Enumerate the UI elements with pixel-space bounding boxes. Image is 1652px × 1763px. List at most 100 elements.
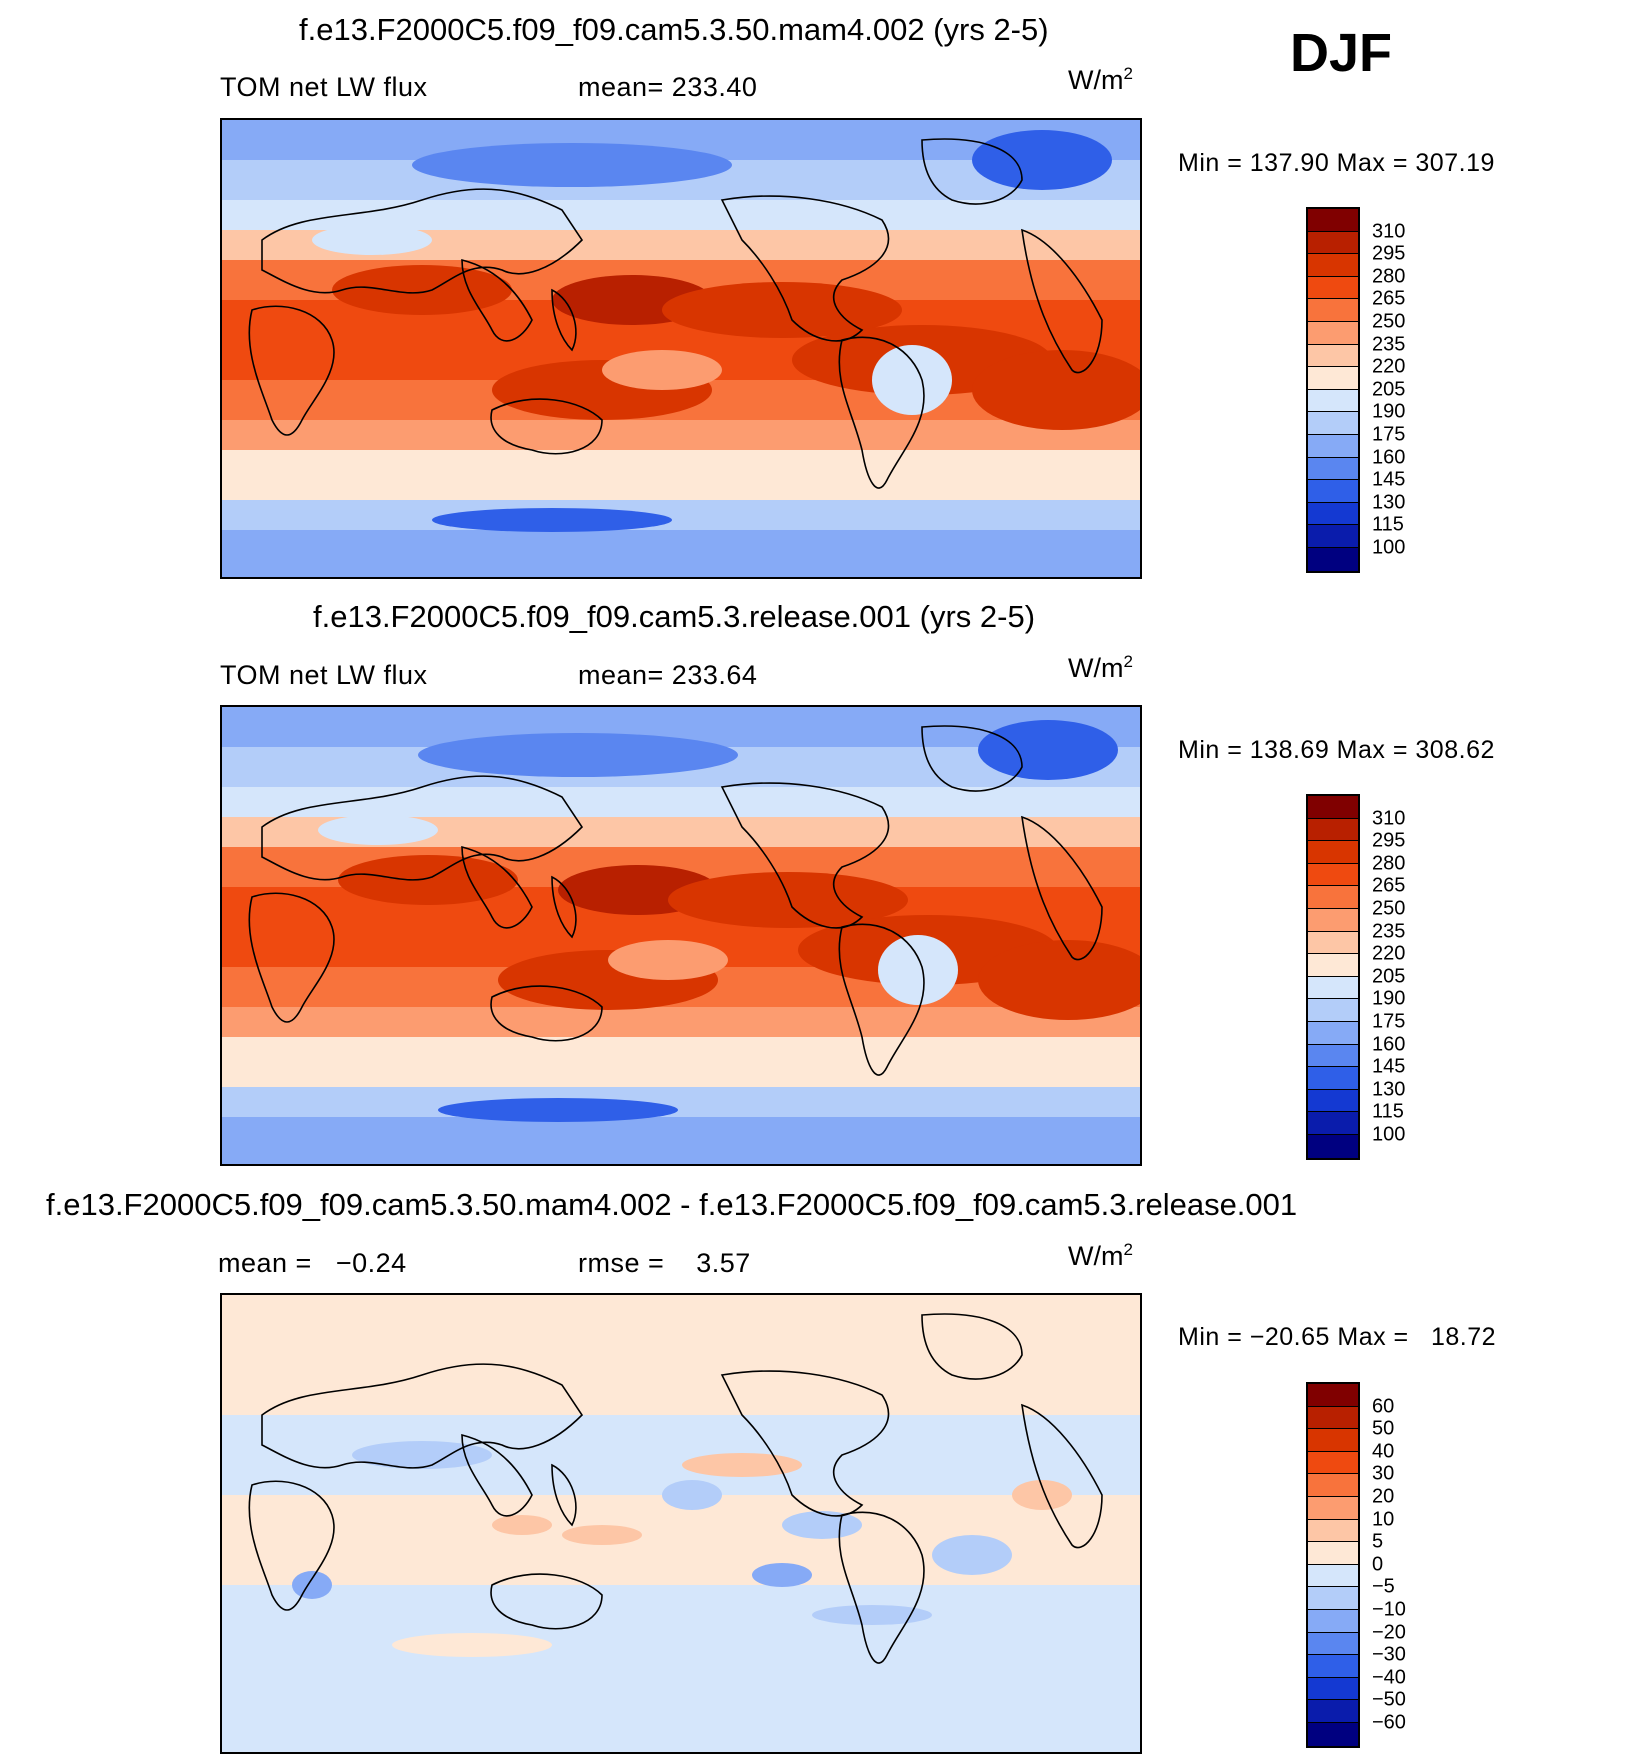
colorbar-segment: [1308, 999, 1358, 1022]
panel-2-variable-label: TOM net LW flux: [220, 660, 428, 690]
colorbar-tick-label: 130: [1372, 491, 1406, 514]
colorbar-tick-label: 5: [1372, 1530, 1384, 1553]
colorbar-tick-label: −50: [1372, 1688, 1406, 1711]
colorbar-tick-label: 175: [1372, 1010, 1406, 1033]
colorbar-tick-label: 100: [1372, 1123, 1406, 1146]
colorbar-segment: [1308, 321, 1358, 345]
colorbar-tick-label: 280: [1372, 265, 1406, 288]
colorbar-segment: [1308, 954, 1358, 977]
colorbar-segment: [1308, 1677, 1358, 1701]
colorbar-segment: [1308, 1609, 1358, 1633]
panel-1-units: W/m2: [1068, 64, 1133, 95]
colorbar-segment: [1308, 1067, 1358, 1090]
colorbar-segment: [1308, 1429, 1358, 1452]
colorbar-segment: [1308, 547, 1358, 571]
colorbar-tick-label: 310: [1372, 807, 1406, 830]
colorbar-tick-label: 145: [1372, 1055, 1406, 1078]
panel-1-colorbar: [1306, 207, 1360, 573]
colorbar-tick-label: 160: [1372, 446, 1406, 469]
colorbar-segment: [1308, 976, 1358, 1000]
colorbar-segment: [1308, 863, 1358, 887]
panel-3-colorbar: [1306, 1382, 1360, 1748]
colorbar-segment: [1308, 502, 1358, 526]
colorbar-tick-label: −20: [1372, 1621, 1406, 1644]
colorbar-segment: [1308, 1021, 1358, 1045]
colorbar-segment: [1308, 525, 1358, 548]
colorbar-segment: [1308, 1564, 1358, 1588]
colorbar-segment: [1308, 1587, 1358, 1610]
colorbar-tick-label: 60: [1372, 1395, 1395, 1418]
colorbar-segment: [1308, 209, 1358, 232]
colorbar-segment: [1308, 276, 1358, 300]
colorbar-tick-label: −10: [1372, 1598, 1406, 1621]
colorbar-segment: [1308, 1519, 1358, 1543]
colorbar-segment: [1308, 1474, 1358, 1497]
colorbar-segment: [1308, 480, 1358, 503]
panel-3-map: [220, 1293, 1142, 1754]
colorbar-segment: [1308, 886, 1358, 909]
colorbar-segment: [1308, 931, 1358, 955]
colorbar-segment: [1308, 908, 1358, 932]
colorbar-tick-label: 30: [1372, 1462, 1395, 1485]
colorbar-tick-label: 235: [1372, 333, 1406, 356]
colorbar-tick-label: 295: [1372, 829, 1406, 852]
colorbar-segment: [1308, 1722, 1358, 1746]
panel-1-map: [220, 118, 1142, 579]
colorbar-tick-label: 115: [1372, 513, 1404, 536]
season-label: DJF: [1290, 23, 1393, 83]
colorbar-segment: [1308, 841, 1358, 864]
colorbar-segment: [1308, 457, 1358, 481]
colorbar-segment: [1308, 344, 1358, 368]
colorbar-tick-label: 250: [1372, 310, 1406, 333]
colorbar-segment: [1308, 1089, 1358, 1113]
colorbar-tick-label: −30: [1372, 1643, 1406, 1666]
colorbar-tick-label: 280: [1372, 852, 1406, 875]
colorbar-tick-label: 50: [1372, 1417, 1395, 1440]
colorbar-segment: [1308, 1496, 1358, 1520]
colorbar-tick-label: 130: [1372, 1078, 1406, 1101]
colorbar-segment: [1308, 1632, 1358, 1656]
panel-2-mean-label: mean= 233.64: [578, 660, 758, 690]
colorbar-tick-label: −60: [1372, 1711, 1406, 1734]
colorbar-tick-label: 310: [1372, 220, 1406, 243]
colorbar-tick-label: 250: [1372, 897, 1406, 920]
colorbar-tick-label: 0: [1372, 1553, 1384, 1576]
colorbar-tick-label: 190: [1372, 987, 1406, 1010]
colorbar-tick-label: 220: [1372, 942, 1406, 965]
colorbar-tick-label: 220: [1372, 355, 1406, 378]
colorbar-tick-label: 20: [1372, 1485, 1395, 1508]
panel-3-units: W/m2: [1068, 1240, 1133, 1271]
colorbar-segment: [1308, 412, 1358, 435]
panel-2-title: f.e13.F2000C5.f09_f09.cam5.3.release.001…: [313, 599, 1036, 634]
colorbar-segment: [1308, 1700, 1358, 1723]
colorbar-tick-label: −40: [1372, 1666, 1406, 1689]
colorbar-segment: [1308, 1406, 1358, 1430]
panel-3-title: f.e13.F2000C5.f09_f09.cam5.3.50.mam4.002…: [46, 1187, 1298, 1222]
colorbar-tick-label: 160: [1372, 1033, 1406, 1056]
panel-2-minmax: Min = 138.69 Max = 308.62: [1178, 736, 1495, 764]
colorbar-tick-label: 145: [1372, 468, 1406, 491]
colorbar-tick-label: 175: [1372, 423, 1406, 446]
panel-3-minmax: Min = −20.65 Max = 18.72: [1178, 1323, 1497, 1351]
panel-2-map: [220, 705, 1142, 1166]
colorbar-segment: [1308, 1384, 1358, 1407]
panel-1-minmax: Min = 137.90 Max = 307.19: [1178, 149, 1495, 177]
colorbar-tick-label: 295: [1372, 242, 1406, 265]
panel-2-units: W/m2: [1068, 652, 1133, 683]
colorbar-segment: [1308, 1655, 1358, 1678]
colorbar-segment: [1308, 389, 1358, 413]
colorbar-segment: [1308, 1134, 1358, 1158]
colorbar-segment: [1308, 231, 1358, 255]
panel-3-rmse-label: rmse = 3.57: [578, 1248, 751, 1278]
colorbar-tick-label: 190: [1372, 400, 1406, 423]
panel-2-colorbar: [1306, 794, 1360, 1160]
colorbar-tick-label: 265: [1372, 287, 1406, 310]
colorbar-segment: [1308, 1451, 1358, 1475]
panel-3-mean-label: mean = −0.24: [218, 1248, 407, 1278]
colorbar-tick-label: 265: [1372, 874, 1406, 897]
colorbar-segment: [1308, 796, 1358, 819]
panel-1-mean-label: mean= 233.40: [578, 72, 758, 102]
colorbar-segment: [1308, 254, 1358, 277]
colorbar-tick-label: 115: [1372, 1100, 1404, 1123]
colorbar-segment: [1308, 434, 1358, 458]
